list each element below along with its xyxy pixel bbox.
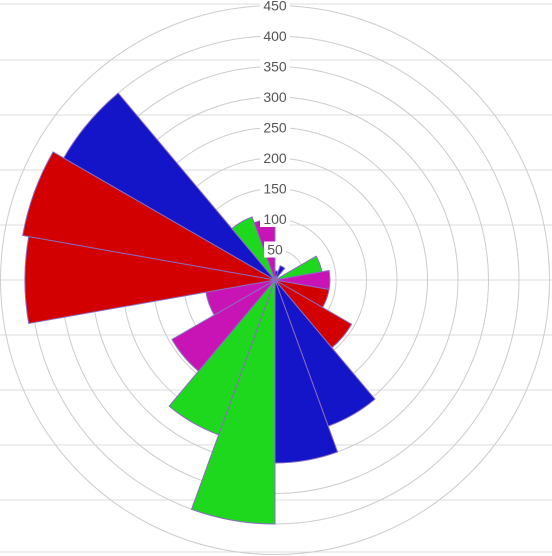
sector-10	[171, 279, 276, 372]
chart-sectors	[22, 92, 376, 525]
sector-15	[231, 216, 276, 281]
tick-label-bg-400	[260, 28, 290, 44]
sector-8	[190, 279, 276, 525]
tick-label-bg-150	[260, 180, 290, 197]
sector-9	[168, 279, 276, 436]
tick-label-bg-100	[260, 211, 290, 227]
tick-label-200: 200	[263, 150, 287, 166]
tick-label-bg-350	[260, 58, 290, 75]
tick-label-100: 100	[263, 211, 287, 227]
tick-label-400: 400	[263, 28, 287, 44]
tick-label-350: 350	[263, 59, 287, 75]
tick-label-bg-300	[260, 89, 290, 105]
tick-label-bg-450	[260, 0, 290, 14]
sector-14	[63, 92, 276, 281]
tick-label-300: 300	[263, 89, 287, 105]
sector-1	[274, 265, 286, 281]
tick-label-150: 150	[263, 181, 287, 197]
tick-label-bg-50	[264, 241, 286, 258]
radial-tick-labels: 50 100 150 200 250 300 350 400 450	[260, 0, 290, 258]
tick-label-50: 50	[267, 242, 283, 258]
tick-label-bg-200	[260, 150, 290, 166]
tick-label-450: 450	[263, 0, 287, 14]
tick-label-250: 250	[263, 120, 287, 136]
tick-label-bg-250	[260, 119, 290, 136]
sector-13	[22, 151, 276, 281]
